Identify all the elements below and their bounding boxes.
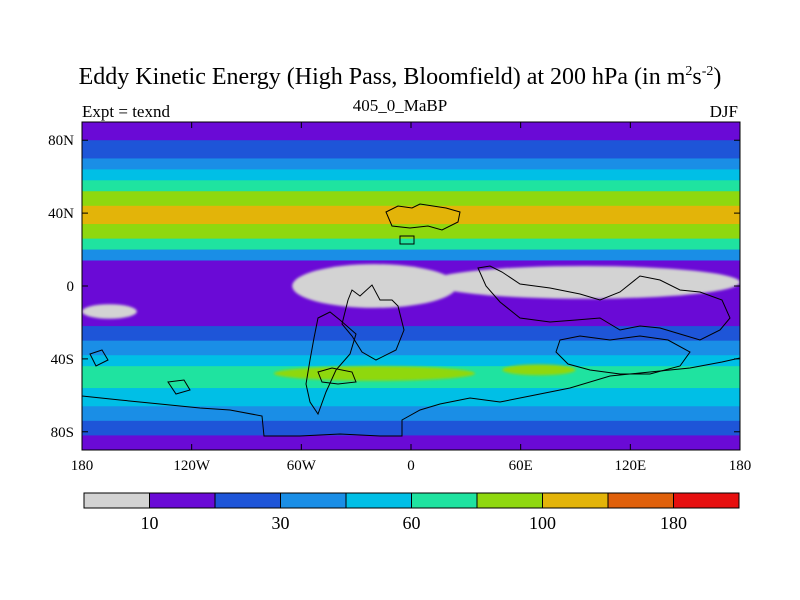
colorbar-swatch-0: [83, 492, 150, 509]
y-axis: 80N 40N 0 40S 80S: [48, 133, 740, 441]
zonal-band-13: [82, 355, 740, 367]
season-label: DJF: [709, 102, 738, 121]
colorbar-swatch-8: [607, 492, 674, 509]
x-tick-label: 60W: [287, 458, 317, 474]
zonal-band-17: [82, 420, 740, 436]
chart-title-units-mid: s: [692, 64, 702, 90]
zonal-band-4: [82, 180, 740, 192]
zonal-band-1: [82, 140, 740, 159]
y-tick-label: 0: [67, 279, 75, 295]
coastline-africa: [341, 284, 405, 361]
chart-title-close: ): [713, 64, 722, 90]
x-tick-label: 0: [407, 458, 415, 474]
zonal-band-7: [82, 224, 740, 240]
colorbar-label: 180: [660, 513, 687, 533]
zonal-band-9: [82, 249, 740, 261]
chart-title: Eddy Kinetic Energy (High Pass, Bloomfie…: [0, 64, 800, 91]
minimum-region-1: [429, 265, 740, 299]
y-tick-label: 40N: [48, 206, 74, 222]
jet-core-region-0: [273, 366, 475, 381]
x-tick-label: 180: [729, 458, 752, 474]
x-axis: 180 120W 60W 0 60E 120E 180: [71, 122, 752, 474]
coastline-europe: [385, 203, 461, 231]
colorbar-label: 10: [141, 513, 159, 533]
chart-subtitle: 405_0_MaBP: [352, 96, 448, 115]
coastline-islands-a: [89, 349, 109, 367]
coastline-islands-b: [167, 379, 191, 395]
zonal-band-3: [82, 169, 740, 181]
zonal-band-16: [82, 406, 740, 422]
chart-title-text: Eddy Kinetic Energy (High Pass, Bloomfie…: [78, 64, 686, 90]
colorbar-swatch-3: [280, 492, 347, 509]
zonal-band-2: [82, 158, 740, 170]
zonal-band-11: [82, 326, 740, 342]
colorbar: 10 30 60 100 180: [83, 492, 740, 533]
zonal-band-5: [82, 191, 740, 207]
experiment-label: Expt = texnd: [82, 102, 170, 121]
colorbar-swatch-4: [345, 492, 412, 509]
colorbar-swatch-1: [149, 492, 216, 509]
colorbar-swatch-5: [411, 492, 478, 509]
x-tick-label: 180: [71, 458, 94, 474]
coastline-south-america: [305, 311, 357, 416]
colorbar-label: 30: [272, 513, 290, 533]
chart-title-sup-b: -2: [701, 64, 714, 79]
minimum-region-0: [292, 264, 457, 308]
colorbar-swatch-6: [476, 492, 543, 509]
x-tick-label: 120W: [173, 458, 211, 474]
zonal-band-15: [82, 388, 740, 407]
coastline-asia: [477, 265, 731, 341]
x-tick-label: 60E: [509, 458, 533, 474]
colorbar-label: 60: [403, 513, 421, 533]
y-tick-label: 80N: [48, 133, 74, 149]
zonal-band-12: [82, 340, 740, 356]
colorbar-swatch-7: [542, 492, 609, 509]
coastline-australia: [555, 335, 691, 375]
contour-regions: [82, 264, 740, 381]
coastline-islands-c: [317, 367, 357, 385]
colorbar-swatch-2: [214, 492, 281, 509]
zonal-band-18: [82, 435, 740, 450]
jet-core-region-1: [502, 364, 576, 376]
x-tick-label: 120E: [614, 458, 646, 474]
colorbar-label: 100: [529, 513, 556, 533]
zonal-band-6: [82, 205, 740, 225]
minimum-region-2: [82, 304, 137, 319]
y-tick-label: 80S: [51, 425, 74, 441]
coastline-islands-d: [399, 235, 415, 245]
y-tick-label: 40S: [51, 352, 74, 368]
coastline-antarctica: [82, 357, 740, 437]
colorbar-swatch-9: [673, 492, 740, 509]
chart-title-sup-a: 2: [685, 64, 693, 79]
coastlines: [82, 203, 740, 437]
zonal-band-0: [82, 122, 740, 141]
